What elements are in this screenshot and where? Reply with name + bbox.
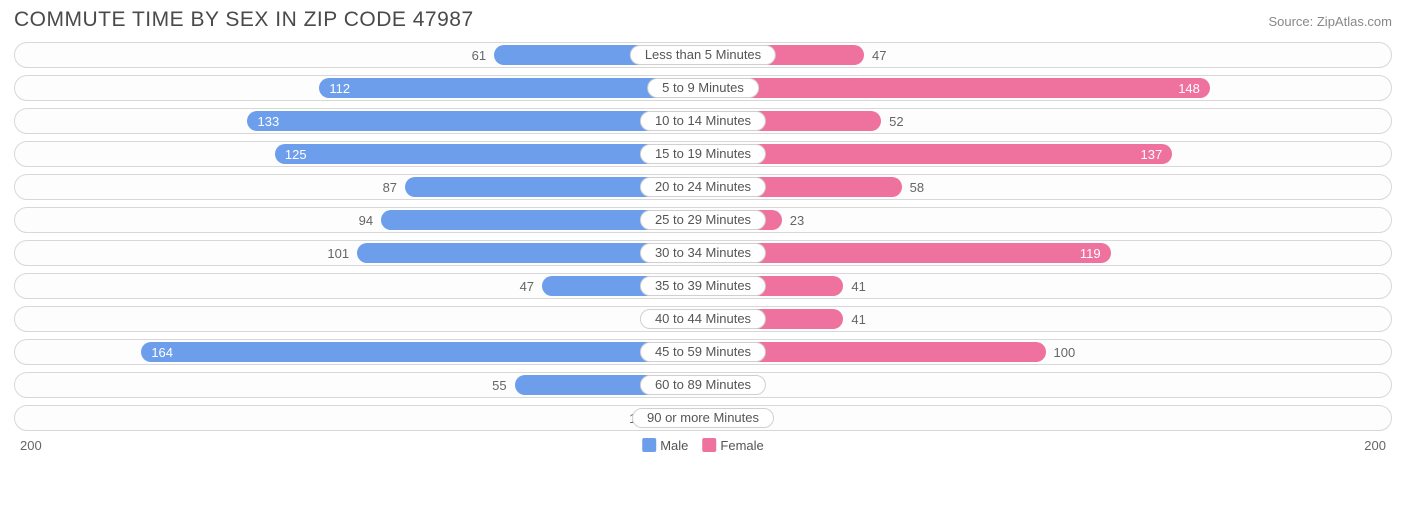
- category-label: 45 to 59 Minutes: [640, 342, 766, 362]
- female-half: 58: [703, 177, 1388, 197]
- chart-row: 47 41 35 to 39 Minutes: [14, 273, 1392, 299]
- male-value-label: 164: [141, 345, 183, 360]
- female-value-label: 47: [864, 48, 894, 63]
- male-half: 15: [18, 408, 703, 428]
- female-half: 47: [703, 45, 1388, 65]
- chart-title: COMMUTE TIME BY SEX IN ZIP CODE 47987: [14, 8, 474, 32]
- category-label: 90 or more Minutes: [632, 408, 774, 428]
- male-half: 133: [18, 111, 703, 131]
- male-value-label: 125: [275, 147, 317, 162]
- male-value-label: 94: [351, 213, 381, 228]
- chart-row: 9 41 40 to 44 Minutes: [14, 306, 1392, 332]
- female-value-label: 41: [843, 312, 873, 327]
- male-half: 55: [18, 375, 703, 395]
- legend-item-female: Female: [702, 438, 763, 453]
- female-half: 119: [703, 243, 1388, 263]
- legend-item-male: Male: [642, 438, 688, 453]
- female-value-label: 41: [843, 279, 873, 294]
- chart-row: 164 100 45 to 59 Minutes: [14, 339, 1392, 365]
- female-half: 23: [703, 210, 1388, 230]
- chart-row: 112 148 5 to 9 Minutes: [14, 75, 1392, 101]
- male-half: 112: [18, 78, 703, 98]
- chart-header: COMMUTE TIME BY SEX IN ZIP CODE 47987 So…: [14, 8, 1392, 32]
- male-value-label: 112: [319, 81, 360, 96]
- female-bar: 148: [703, 78, 1210, 98]
- chart-row: 87 58 20 to 24 Minutes: [14, 174, 1392, 200]
- chart-footer: 200 Male Female 200: [14, 438, 1392, 460]
- male-half: 94: [18, 210, 703, 230]
- chart-row: 61 47 Less than 5 Minutes: [14, 42, 1392, 68]
- chart-row: 101 119 30 to 34 Minutes: [14, 240, 1392, 266]
- female-half: 5: [703, 375, 1388, 395]
- male-half: 9: [18, 309, 703, 329]
- male-half: 101: [18, 243, 703, 263]
- axis-label-right: 200: [1364, 438, 1386, 453]
- male-half: 87: [18, 177, 703, 197]
- male-bar: 164: [141, 342, 703, 362]
- male-half: 47: [18, 276, 703, 296]
- female-half: 137: [703, 144, 1388, 164]
- category-label: 20 to 24 Minutes: [640, 177, 766, 197]
- female-half: 41: [703, 309, 1388, 329]
- source-name: ZipAtlas.com: [1317, 14, 1392, 29]
- male-bar: 133: [247, 111, 703, 131]
- commute-chart: COMMUTE TIME BY SEX IN ZIP CODE 47987 So…: [0, 0, 1406, 464]
- category-label: 25 to 29 Minutes: [640, 210, 766, 230]
- male-value-label: 101: [319, 246, 357, 261]
- male-value-label: 55: [484, 378, 514, 393]
- female-value-label: 100: [1046, 345, 1084, 360]
- female-value-label: 137: [1131, 147, 1173, 162]
- legend: Male Female: [642, 438, 764, 453]
- female-value-label: 52: [881, 114, 911, 129]
- category-label: 40 to 44 Minutes: [640, 309, 766, 329]
- male-bar: 125: [275, 144, 703, 164]
- male-half: 125: [18, 144, 703, 164]
- chart-rows: 61 47 Less than 5 Minutes 112 148 5 to 9 Minu…: [14, 42, 1392, 431]
- male-value-label: 47: [512, 279, 542, 294]
- female-value-label: 119: [1070, 246, 1111, 261]
- category-label: 15 to 19 Minutes: [640, 144, 766, 164]
- legend-label-male: Male: [660, 438, 688, 453]
- male-value-label: 87: [375, 180, 405, 195]
- female-bar: 137: [703, 144, 1172, 164]
- category-label: 5 to 9 Minutes: [647, 78, 759, 98]
- male-value-label: 133: [247, 114, 289, 129]
- legend-label-female: Female: [720, 438, 763, 453]
- female-value-label: 58: [902, 180, 932, 195]
- male-value-label: 61: [464, 48, 494, 63]
- female-half: 52: [703, 111, 1388, 131]
- chart-row: 94 23 25 to 29 Minutes: [14, 207, 1392, 233]
- category-label: 60 to 89 Minutes: [640, 375, 766, 395]
- female-half: 100: [703, 342, 1388, 362]
- category-label: Less than 5 Minutes: [630, 45, 776, 65]
- category-label: 35 to 39 Minutes: [640, 276, 766, 296]
- female-half: 41: [703, 276, 1388, 296]
- chart-row: 55560 to 89 Minutes: [14, 372, 1392, 398]
- male-bar: 112: [319, 78, 703, 98]
- female-value-label: 148: [1168, 81, 1210, 96]
- female-value-label: 23: [782, 213, 812, 228]
- male-half: 164: [18, 342, 703, 362]
- source-prefix: Source:: [1268, 14, 1316, 29]
- category-label: 30 to 34 Minutes: [640, 243, 766, 263]
- male-half: 61: [18, 45, 703, 65]
- legend-swatch-female: [702, 438, 716, 452]
- chart-row: 133 52 10 to 14 Minutes: [14, 108, 1392, 134]
- chart-row: 125 137 15 to 19 Minutes: [14, 141, 1392, 167]
- legend-swatch-male: [642, 438, 656, 452]
- category-label: 10 to 14 Minutes: [640, 111, 766, 131]
- chart-source: Source: ZipAtlas.com: [1268, 14, 1392, 29]
- female-half: 148: [703, 78, 1388, 98]
- axis-label-left: 200: [20, 438, 42, 453]
- chart-row: 15090 or more Minutes: [14, 405, 1392, 431]
- female-half: 0: [703, 408, 1388, 428]
